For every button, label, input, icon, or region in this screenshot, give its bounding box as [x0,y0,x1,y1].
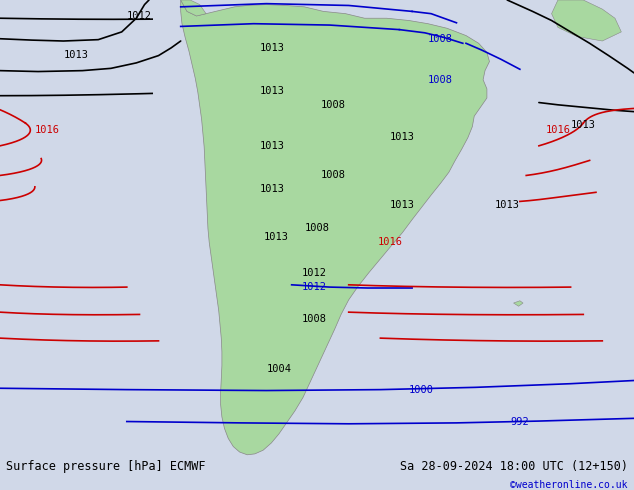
Text: 1012: 1012 [301,282,327,292]
Text: Surface pressure [hPa] ECMWF: Surface pressure [hPa] ECMWF [6,460,206,473]
Polygon shape [181,0,206,16]
Text: 1013: 1013 [260,43,285,53]
Text: 1008: 1008 [428,75,453,85]
Text: 1013: 1013 [571,121,596,130]
Polygon shape [181,0,489,455]
Text: 1008: 1008 [320,171,346,180]
Text: 1013: 1013 [260,184,285,194]
Text: 1012: 1012 [301,269,327,278]
Text: Sa 28-09-2024 18:00 UTC (12+150): Sa 28-09-2024 18:00 UTC (12+150) [399,460,628,473]
Text: 1016: 1016 [377,237,403,246]
Text: 1013: 1013 [495,200,520,210]
Text: 1013: 1013 [260,86,285,96]
Text: 1008: 1008 [320,100,346,110]
Text: 1013: 1013 [63,49,89,60]
Text: 992: 992 [510,416,529,426]
Text: 1008: 1008 [428,34,453,44]
Polygon shape [552,0,621,41]
Polygon shape [514,301,523,306]
Text: 1013: 1013 [260,141,285,151]
Text: 1016: 1016 [545,125,571,135]
Text: 1016: 1016 [35,125,60,135]
Text: 1004: 1004 [266,364,292,374]
Text: 1008: 1008 [301,314,327,324]
Text: 1012: 1012 [127,11,152,21]
Text: 1013: 1013 [390,200,415,210]
Text: 1000: 1000 [409,385,434,394]
Text: 1008: 1008 [304,223,330,233]
Text: 1013: 1013 [263,232,288,242]
Text: 1013: 1013 [390,132,415,142]
Text: ©weatheronline.co.uk: ©weatheronline.co.uk [510,480,628,490]
